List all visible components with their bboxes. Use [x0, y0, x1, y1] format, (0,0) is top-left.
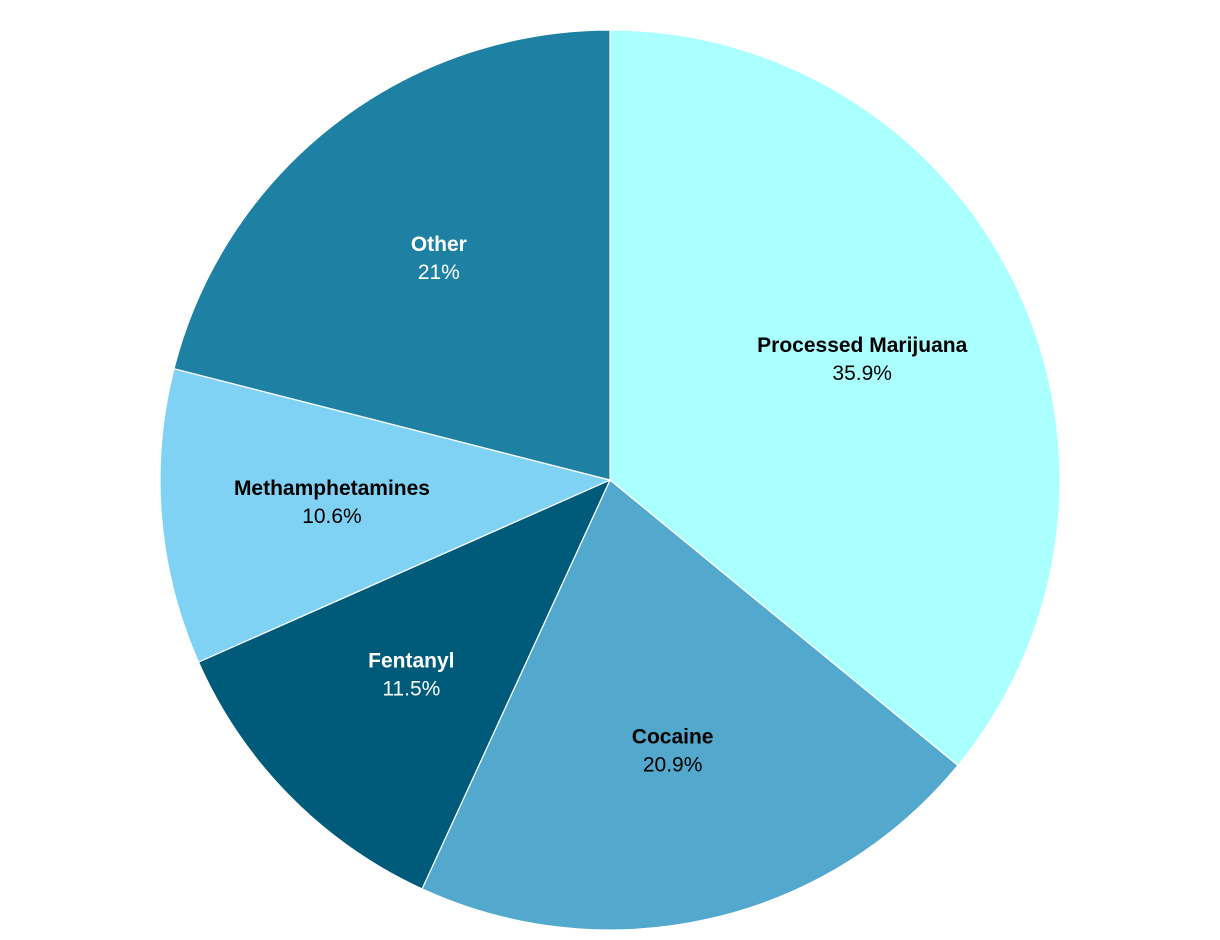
slice-label: Fentanyl	[368, 649, 454, 672]
slice-label: Processed Marijuana	[757, 334, 967, 357]
pie-slice	[173, 29, 611, 481]
slice-label: Methamphetamines	[234, 477, 430, 500]
value-label: 11.5%	[382, 677, 440, 700]
value-label: 21%	[418, 261, 460, 284]
value-label: 20.9%	[643, 753, 703, 776]
pie-slice	[421, 479, 959, 931]
value-label: 35.9%	[832, 362, 892, 385]
slice-label: Cocaine	[632, 725, 714, 748]
slice-label: Other	[411, 233, 467, 256]
value-label: 10.6%	[302, 505, 362, 528]
pie-slice	[159, 367, 612, 663]
pie-slice	[609, 29, 1061, 767]
pie-slice	[197, 478, 612, 890]
